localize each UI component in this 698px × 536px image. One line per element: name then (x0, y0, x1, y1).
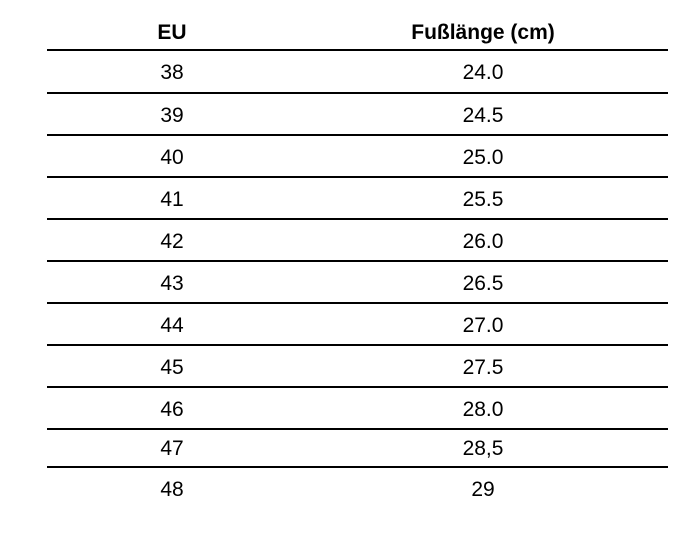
header-cell: Fußlänge (cm) (411, 21, 555, 44)
table-cell: 27.5 (462, 356, 504, 379)
row-divider (47, 260, 668, 262)
row-divider (47, 92, 668, 94)
table-cell: 26.5 (462, 272, 504, 295)
table-cell: 25.5 (462, 188, 504, 211)
row-divider (47, 302, 668, 304)
table-cell: 25.0 (462, 146, 504, 169)
row-divider (47, 344, 668, 346)
table-cell: 43 (160, 272, 184, 295)
table-cell: 28,5 (462, 437, 504, 460)
row-divider (47, 49, 668, 51)
table-cell: 26.0 (462, 230, 504, 253)
row-divider (47, 218, 668, 220)
table-cell: 46 (160, 398, 184, 421)
table-cell: 29 (471, 478, 495, 501)
table-cell: 47 (160, 437, 184, 460)
table-cell: 44 (160, 314, 184, 337)
table-cell: 24.0 (462, 61, 504, 84)
row-divider (47, 386, 668, 388)
table-cell: 24.5 (462, 104, 504, 127)
table-cell: 41 (160, 188, 184, 211)
table-cell: 38 (160, 61, 184, 84)
row-divider (47, 134, 668, 136)
row-divider (47, 176, 668, 178)
table-cell: 42 (160, 230, 184, 253)
row-divider (47, 466, 668, 468)
table-cell: 48 (160, 478, 184, 501)
table-cell: 39 (160, 104, 184, 127)
table-cell: 28.0 (462, 398, 504, 421)
row-divider (47, 428, 668, 430)
table-cell: 45 (160, 356, 184, 379)
table-cell: 27.0 (462, 314, 504, 337)
table-cell: 40 (160, 146, 184, 169)
header-cell: EU (157, 21, 187, 44)
